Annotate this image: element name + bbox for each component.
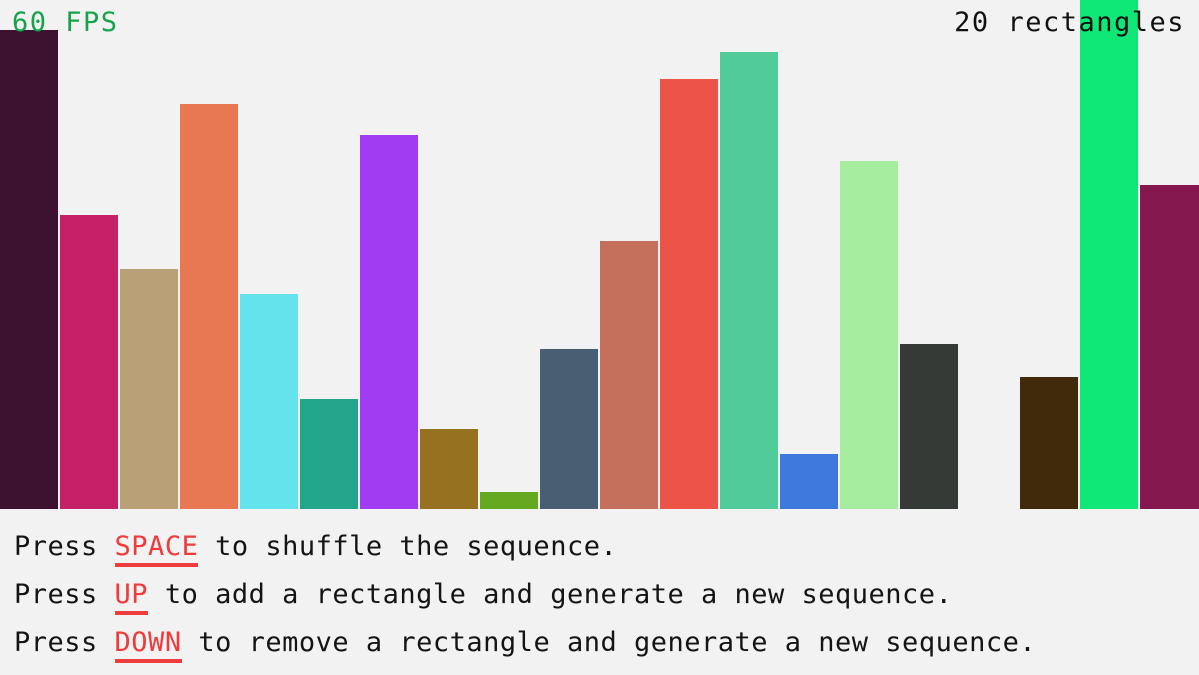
bar-rectangle — [120, 269, 178, 509]
bar-rectangle — [840, 161, 898, 509]
bar-rectangle — [1140, 185, 1199, 509]
fps-counter: 60 FPS — [12, 7, 119, 38]
bar-rectangle — [60, 215, 118, 509]
instruction-prefix: Press — [14, 579, 115, 610]
bar-chart-canvas — [0, 0, 1199, 509]
bar-rectangle — [300, 399, 358, 509]
instructions-panel: Press SPACE to shuffle the sequence. Pres… — [0, 509, 1199, 675]
instruction-line: Press SPACE to shuffle the sequence. — [14, 523, 1199, 571]
bar-rectangle — [780, 454, 838, 509]
bar-rectangle — [180, 104, 238, 509]
bar-rectangle — [600, 241, 658, 509]
bar-rectangle — [240, 294, 298, 509]
instruction-suffix: to remove a rectangle and generate a new… — [181, 627, 1037, 658]
instruction-suffix: to add a rectangle and generate a new se… — [148, 579, 953, 610]
bar-rectangle — [660, 79, 718, 509]
instruction-line: Press DOWN to remove a rectangle and gen… — [14, 619, 1199, 667]
bar-rectangle — [480, 492, 538, 509]
bar-rectangle — [540, 349, 598, 509]
bar-rectangle — [1020, 377, 1078, 509]
key-hint-down[interactable]: DOWN — [114, 627, 182, 663]
bar-rectangle — [0, 30, 58, 509]
bar-rectangle — [720, 52, 778, 509]
bar-rectangle — [360, 135, 418, 509]
instruction-prefix: Press — [14, 627, 115, 658]
key-hint-space[interactable]: SPACE — [114, 531, 199, 567]
instruction-line: Press UP to add a rectangle and generate… — [14, 571, 1199, 619]
bar-rectangle — [1080, 0, 1138, 509]
bar-rectangle — [900, 344, 958, 509]
rectangle-count-label: 20 rectangles — [954, 7, 1185, 38]
instruction-prefix: Press — [14, 531, 115, 562]
bar-rectangle — [420, 429, 478, 509]
instruction-suffix: to shuffle the sequence. — [198, 531, 618, 562]
key-hint-up[interactable]: UP — [114, 579, 149, 615]
